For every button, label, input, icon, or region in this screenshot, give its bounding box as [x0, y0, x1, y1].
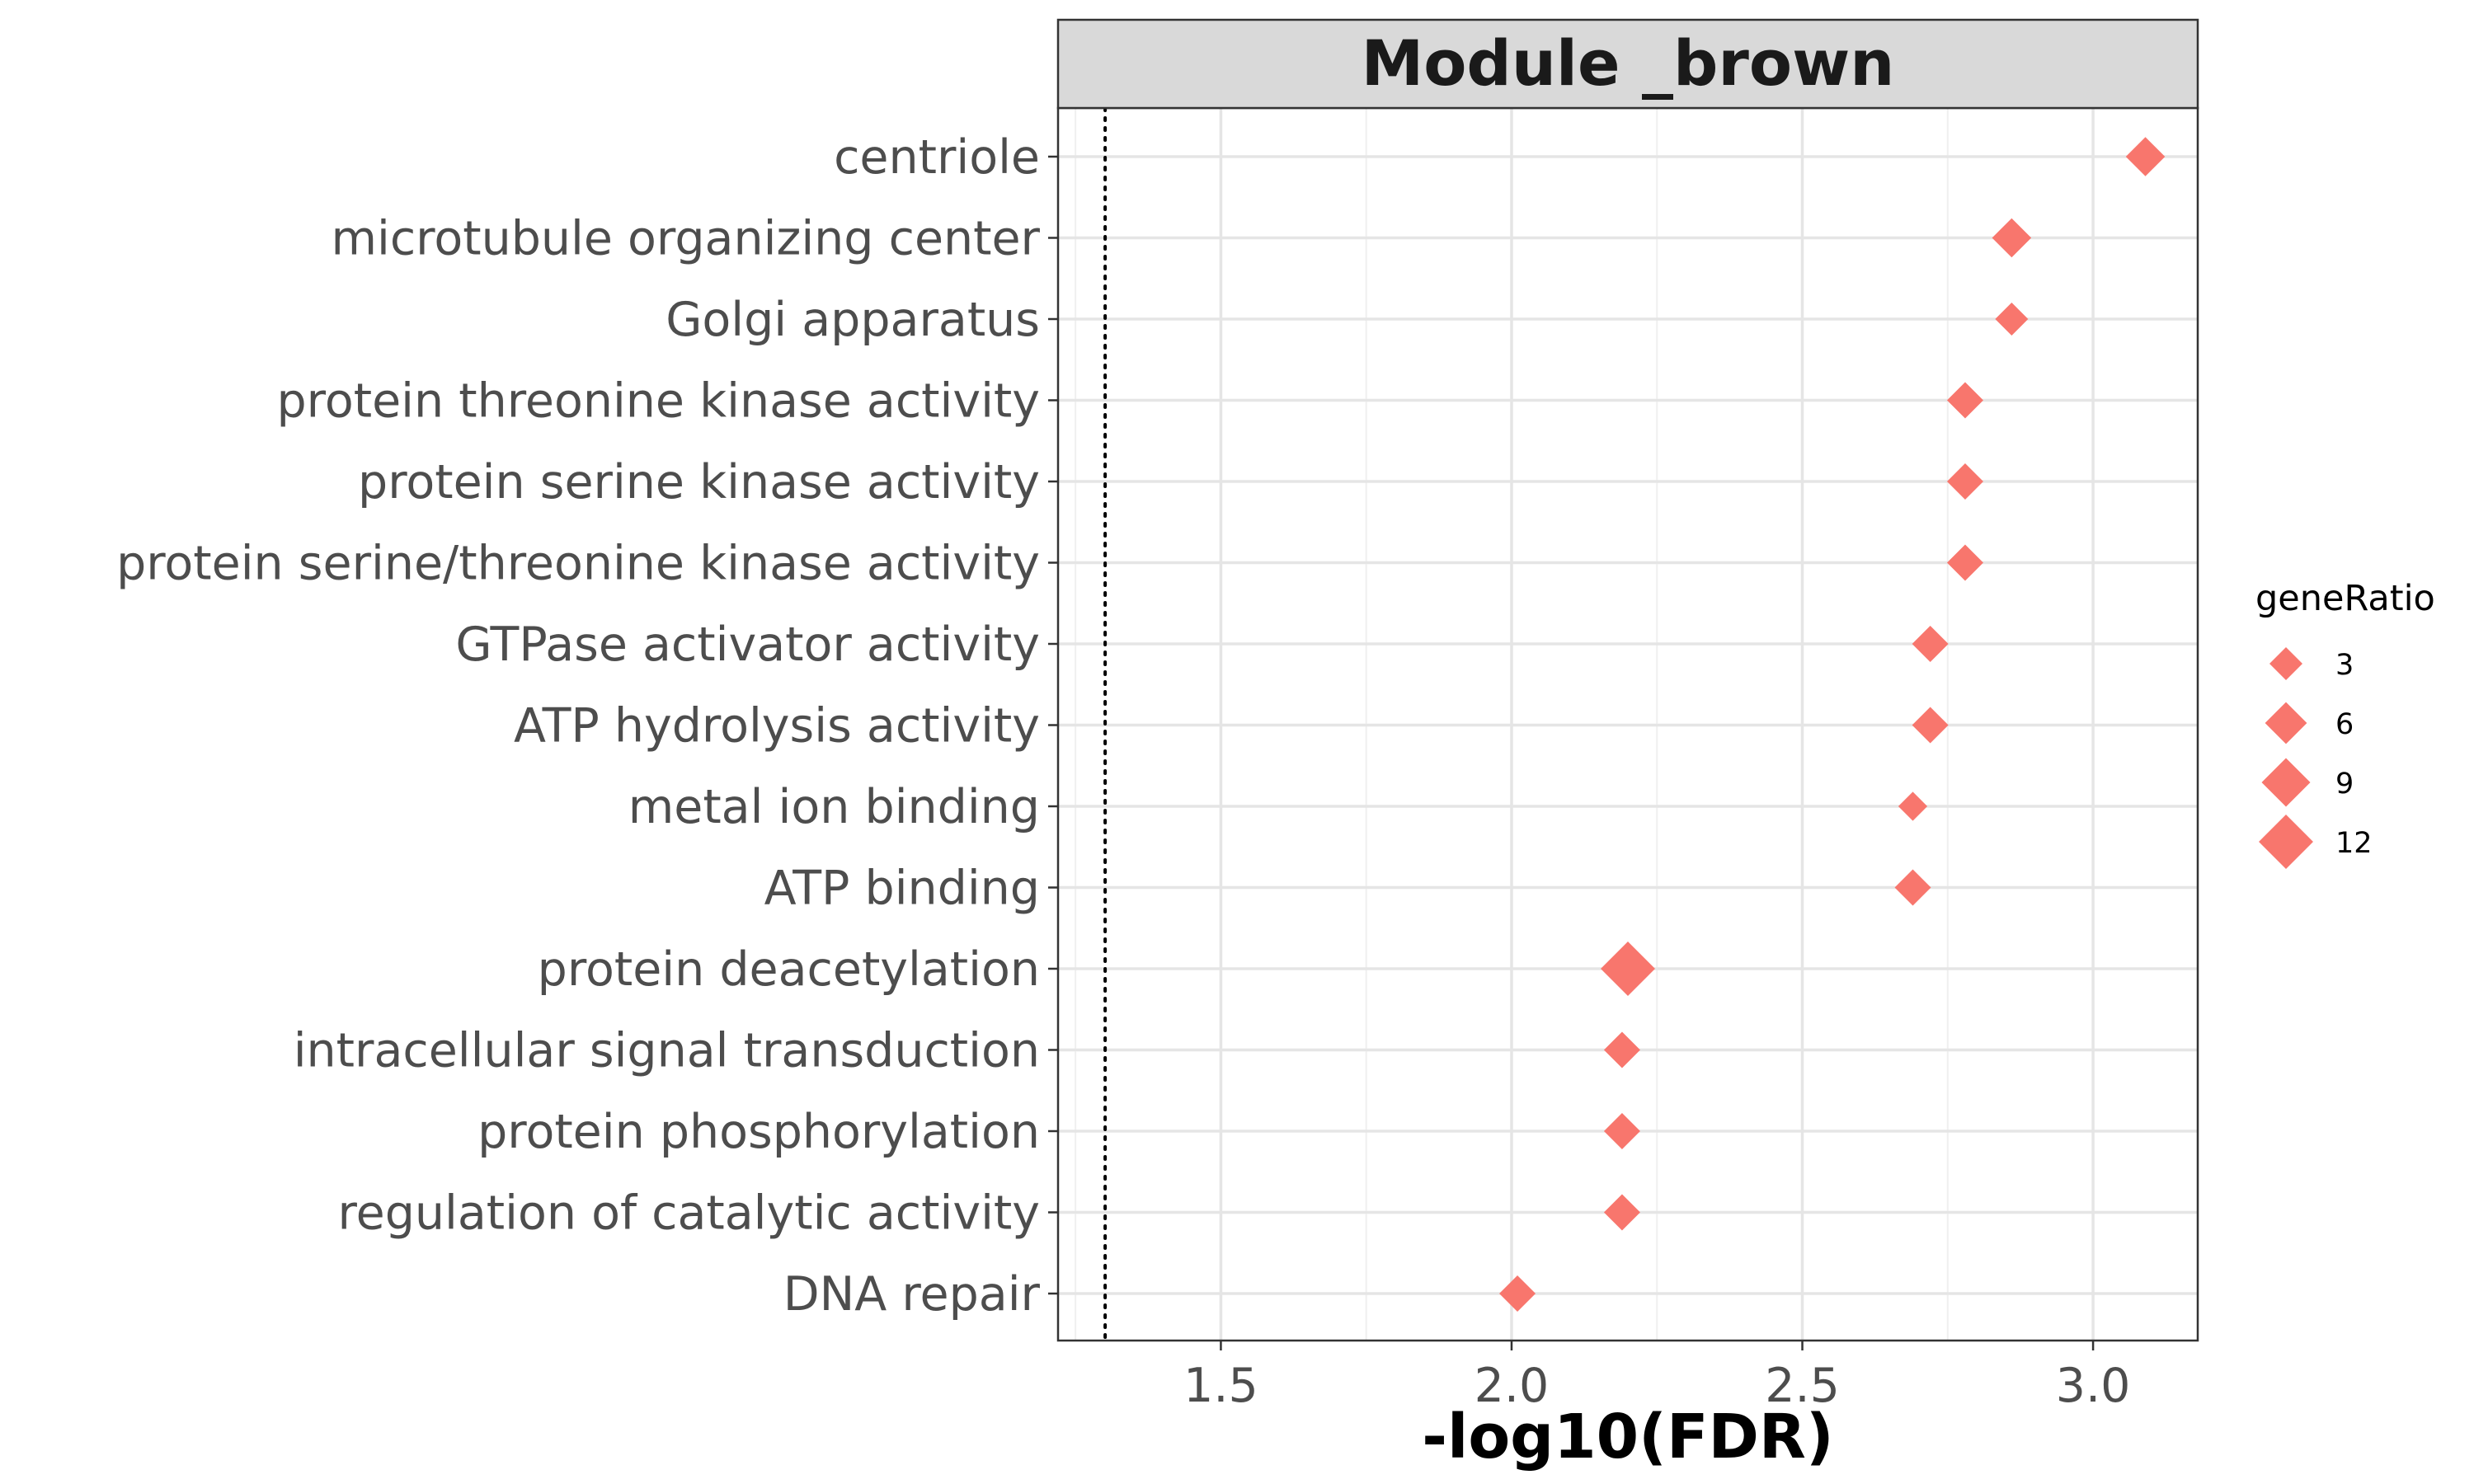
data-point — [1603, 1031, 1640, 1068]
data-point — [1912, 707, 1949, 744]
data-point — [1603, 1194, 1640, 1231]
y-tick-label: microtubule organizing center — [331, 212, 1040, 266]
legend-label: 6 — [2335, 708, 2354, 741]
data-point — [1946, 544, 1983, 581]
y-tick-label: protein serine/threonine kinase activity — [116, 537, 1040, 591]
y-tick-label: regulation of catalytic activity — [337, 1186, 1040, 1241]
x-axis-title: -log10(FDR) — [1422, 1402, 1833, 1472]
y-tick-label: centriole — [834, 130, 1040, 185]
data-point — [1995, 303, 2029, 336]
y-tick-label: Golgi apparatus — [666, 293, 1040, 347]
legend-key — [2261, 758, 2311, 807]
data-point — [1946, 463, 1983, 500]
y-tick-label: protein phosphorylation — [477, 1105, 1040, 1159]
y-tick-label: DNA repair — [783, 1267, 1041, 1322]
y-axis-labels: centriole microtubule organizing center Go… — [116, 130, 1058, 1322]
data-points — [1499, 137, 2166, 1312]
y-tick-label: protein threonine kinase activity — [277, 374, 1041, 429]
legend-title: geneRatio — [2255, 578, 2435, 619]
y-tick-label: protein deacetylation — [538, 942, 1040, 997]
chart-title: Module _brown — [1362, 26, 1895, 100]
x-tick-label: 1.5 — [1183, 1359, 1258, 1413]
legend-label: 9 — [2335, 768, 2354, 801]
legend-items: 3 6 9 12 — [2259, 647, 2373, 869]
grid — [1058, 108, 2198, 1341]
legend-key — [2259, 815, 2313, 869]
data-point — [1898, 791, 1928, 821]
data-point — [1601, 942, 1655, 996]
legend-label: 3 — [2335, 649, 2354, 682]
data-point — [1912, 626, 1949, 662]
x-tick-label: 2.0 — [1475, 1359, 1550, 1413]
legend-key — [2265, 702, 2307, 744]
y-tick-label: metal ion binding — [628, 780, 1040, 834]
legend: geneRatio 3 6 9 12 — [2255, 578, 2435, 869]
data-point — [2125, 137, 2166, 176]
x-tick-label: 3.0 — [2056, 1359, 2131, 1413]
strip-header — [1056, 18, 2199, 110]
y-tick-label: GTPase activator activity — [455, 618, 1040, 672]
data-point — [1499, 1275, 1536, 1312]
legend-key — [2269, 647, 2302, 680]
x-tick-label: 2.5 — [1765, 1359, 1840, 1413]
y-tick-label: protein serine kinase activity — [358, 455, 1040, 510]
data-point — [1992, 218, 2032, 258]
x-axis-ticks: 1.5 2.0 2.5 3.0 — [1183, 1341, 2130, 1413]
legend-label: 12 — [2335, 827, 2373, 860]
y-tick-label: ATP binding — [764, 862, 1040, 916]
data-point — [1894, 869, 1931, 906]
data-point — [1603, 1113, 1640, 1149]
y-tick-label: intracellular signal transduction — [294, 1024, 1040, 1078]
y-tick-label: ATP hydrolysis activity — [514, 699, 1040, 754]
data-point — [1946, 382, 1983, 419]
